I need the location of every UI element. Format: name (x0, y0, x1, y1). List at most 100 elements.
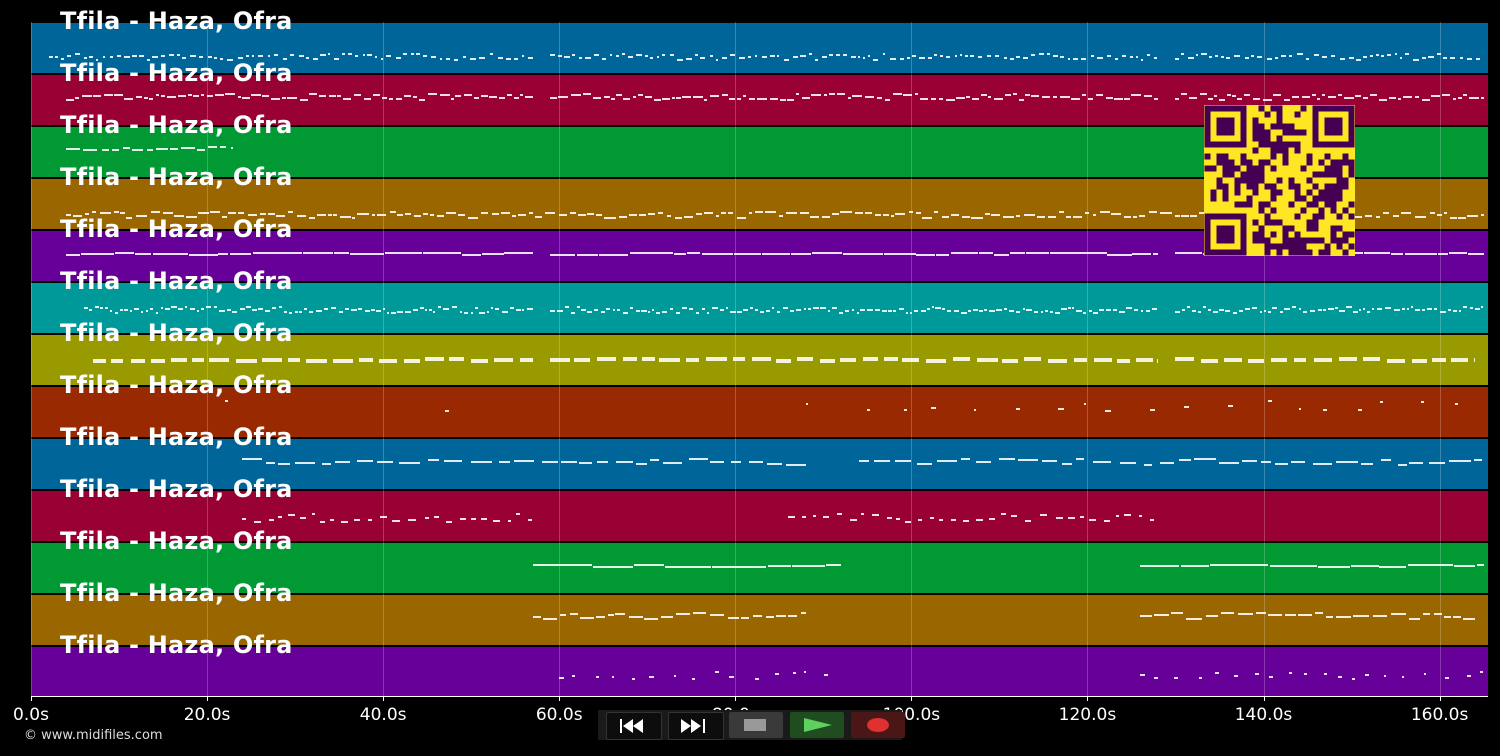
play-button[interactable] (790, 712, 844, 738)
midi-note (956, 97, 965, 99)
midi-note (1429, 212, 1436, 214)
midi-note (333, 252, 350, 254)
midi-note (353, 519, 361, 521)
midi-note (1406, 308, 1410, 310)
midi-note (953, 357, 971, 361)
midi-note (1231, 95, 1237, 97)
midi-note (99, 212, 112, 214)
midi-note (640, 310, 647, 312)
midi-note (218, 310, 225, 312)
midi-note (1105, 97, 1114, 99)
midi-note (1466, 58, 1472, 60)
midi-note (1274, 463, 1288, 465)
midi-note (201, 94, 205, 96)
midi-note (978, 252, 993, 254)
midi-note (229, 253, 252, 255)
midi-note (116, 55, 122, 57)
midi-note (379, 516, 387, 518)
midi-note (849, 519, 857, 521)
midi-note (1234, 55, 1240, 57)
midi-note (1003, 216, 1014, 218)
axis-tick-label: 60.0s (535, 705, 583, 725)
midi-note (819, 359, 835, 363)
midi-note (268, 55, 271, 57)
midi-note (570, 312, 576, 314)
midi-note (412, 309, 419, 311)
midi-note (479, 312, 486, 314)
midi-note (1105, 410, 1111, 412)
midi-note (1352, 615, 1369, 617)
midi-note (514, 58, 518, 60)
midi-note (1083, 312, 1086, 314)
track-title: Tfila - Haza, Ofra (60, 631, 293, 659)
midi-note (711, 307, 718, 309)
midi-note (930, 517, 935, 519)
midi-note (100, 307, 103, 309)
record-button[interactable] (851, 712, 905, 738)
midi-note (550, 54, 556, 56)
midi-note (66, 148, 80, 150)
midi-note (507, 520, 512, 522)
stop-button[interactable] (729, 712, 783, 738)
midi-note (377, 461, 393, 463)
midi-note (736, 311, 742, 313)
midi-note (703, 99, 708, 101)
midi-note (963, 520, 969, 522)
midi-note (1383, 212, 1389, 214)
midi-note (726, 307, 729, 309)
midi-note (860, 513, 864, 515)
midi-note (1404, 253, 1437, 255)
midi-note (754, 211, 763, 213)
midi-note (321, 463, 331, 465)
midi-note (652, 309, 655, 311)
midi-note (569, 613, 579, 615)
midi-note (785, 212, 798, 214)
midi-note (941, 216, 949, 218)
midi-note (330, 519, 335, 521)
midi-note (1010, 252, 1025, 254)
midi-note (120, 212, 125, 214)
midi-note (1114, 98, 1123, 100)
midi-note (902, 358, 920, 362)
midi-note (126, 217, 132, 219)
midi-note (1016, 311, 1020, 313)
midi-note (1410, 306, 1414, 308)
midi-note (837, 93, 845, 95)
midi-note (1309, 310, 1316, 312)
midi-note (1293, 565, 1317, 567)
midi-note (1339, 310, 1345, 312)
midi-note (1449, 460, 1471, 462)
midi-note (638, 214, 646, 216)
midi-note (623, 98, 630, 100)
midi-note (995, 55, 1000, 57)
midi-note (374, 56, 378, 58)
rewind-button[interactable] (606, 712, 662, 740)
track-lane (31, 387, 1488, 437)
midi-note (1019, 99, 1025, 101)
midi-note (207, 56, 212, 58)
fast-forward-button[interactable] (668, 712, 724, 740)
midi-note (876, 97, 882, 99)
axis-tick-label: 40.0s (359, 705, 407, 725)
midi-note (867, 55, 871, 57)
midi-note (242, 458, 262, 460)
midi-note (1076, 310, 1082, 312)
midi-note (1366, 311, 1370, 313)
midi-note (397, 311, 404, 313)
midi-note (316, 310, 322, 312)
midi-note (1323, 309, 1326, 311)
midi-note (246, 55, 249, 57)
midi-note (103, 94, 114, 96)
midi-note (1434, 308, 1438, 310)
midi-note (239, 308, 245, 310)
midi-note (391, 520, 400, 522)
midi-note (895, 213, 906, 215)
midi-note (92, 211, 96, 213)
midi-note (1275, 57, 1278, 59)
midi-note (922, 217, 933, 219)
midi-note (1391, 613, 1407, 615)
midi-note (219, 58, 223, 60)
midi-note (790, 253, 812, 255)
axis-tick-label: 0.0s (13, 705, 49, 725)
midi-note (1401, 676, 1404, 678)
